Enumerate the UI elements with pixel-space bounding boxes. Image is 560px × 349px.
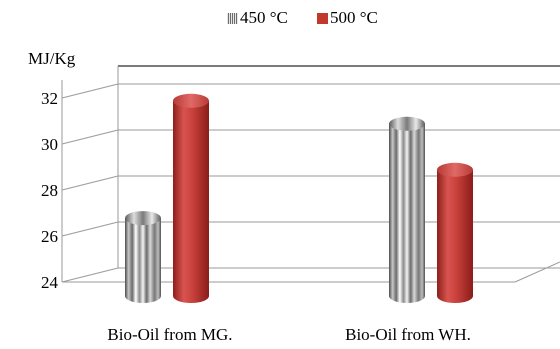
y-tick-label: 32 xyxy=(41,89,58,108)
bar-500-wh xyxy=(437,162,473,303)
side-gridline-24 xyxy=(61,267,119,283)
side-gridline-26 xyxy=(61,221,119,237)
bar-top xyxy=(437,162,473,177)
bar-top xyxy=(125,211,161,226)
y-tick-label: 28 xyxy=(41,181,58,200)
bar-top xyxy=(389,116,425,131)
bar-body xyxy=(173,100,209,303)
bar-body xyxy=(389,123,425,303)
side-gridline-32 xyxy=(61,83,119,99)
bar-body xyxy=(437,169,473,303)
y-tick-label: 26 xyxy=(41,227,58,246)
category-label: Bio-Oil from WH. xyxy=(345,325,471,344)
bar-body xyxy=(125,218,161,303)
legend-swatch-450 xyxy=(227,13,238,24)
side-gridline-30 xyxy=(61,129,119,145)
y-tick-labels: 24 26 28 30 32 xyxy=(41,89,59,292)
bar-450-wh xyxy=(389,116,425,303)
bar-450-mg xyxy=(125,211,161,303)
y-tick-label: 24 xyxy=(41,273,59,292)
floor-right-edge xyxy=(514,261,560,283)
bar-500-mg xyxy=(173,93,209,303)
legend-label-450: 450 °C xyxy=(240,8,288,27)
bars xyxy=(125,93,473,303)
y-axis-label: MJ/Kg xyxy=(28,49,76,68)
legend: 450 °C 500 °C xyxy=(227,8,378,27)
legend-label-500: 500 °C xyxy=(330,8,378,27)
category-labels: Bio-Oil from MG. Bio-Oil from WH. xyxy=(107,325,470,344)
bar-top xyxy=(173,93,209,108)
category-label: Bio-Oil from MG. xyxy=(107,325,232,344)
y-tick-label: 30 xyxy=(41,135,58,154)
side-gridline-28 xyxy=(61,175,119,191)
legend-swatch-500 xyxy=(317,13,328,24)
